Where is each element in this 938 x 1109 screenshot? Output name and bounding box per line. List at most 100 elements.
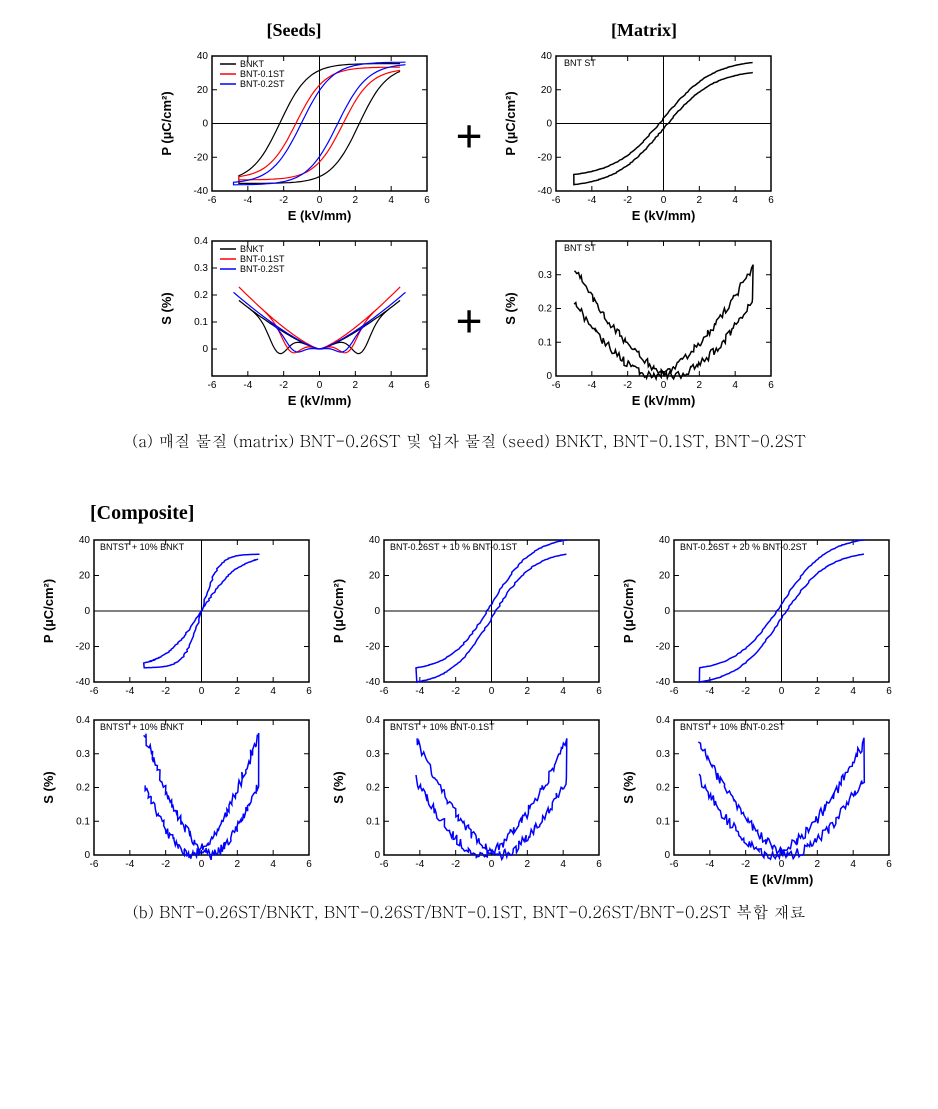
svg-text:BNKT: BNKT (240, 244, 265, 254)
svg-text:0.2: 0.2 (538, 304, 552, 315)
svg-text:-6: -6 (670, 686, 679, 697)
svg-text:0.3: 0.3 (538, 270, 552, 281)
svg-text:E (kV/mm): E (kV/mm) (750, 872, 814, 887)
svg-text:-2: -2 (161, 859, 170, 870)
svg-text:E (kV/mm): E (kV/mm) (631, 393, 695, 408)
svg-text:6: 6 (425, 380, 431, 391)
composite-pe-row: -6-4-20246-40-2002040P (µC/cm²)BNTST + 1… (20, 530, 918, 710)
svg-text:0.4: 0.4 (366, 715, 380, 726)
svg-text:0: 0 (317, 380, 323, 391)
top-se-row: -6-4-2024600.10.20.30.4E (kV/mm)S (%)BNK… (20, 231, 918, 411)
svg-text:P (µC/cm²): P (µC/cm²) (331, 579, 346, 643)
svg-text:2: 2 (696, 195, 702, 206)
svg-text:0: 0 (546, 371, 552, 382)
svg-text:2: 2 (525, 859, 531, 870)
svg-text:-6: -6 (551, 195, 560, 206)
svg-text:0.2: 0.2 (366, 783, 380, 794)
svg-text:BNT ST: BNT ST (564, 58, 596, 68)
svg-text:-2: -2 (741, 859, 750, 870)
svg-text:S (%): S (%) (503, 292, 518, 325)
svg-text:-2: -2 (741, 686, 750, 697)
svg-text:0: 0 (203, 344, 209, 355)
svg-text:-40: -40 (194, 186, 209, 197)
seeds-title: [Seeds] (154, 20, 434, 41)
svg-text:6: 6 (425, 195, 431, 206)
svg-text:0: 0 (660, 380, 666, 391)
svg-text:0: 0 (664, 850, 670, 861)
svg-text:6: 6 (596, 686, 602, 697)
comp-pe-3: -6-4-20246-40-2002040P (µC/cm²)BNT-0.26S… (619, 530, 899, 710)
comp-se-2: -6-4-2024600.10.20.30.4S (%)BNTST + 10% … (329, 710, 609, 890)
caption-a: (a) 매질 물질 (matrix) BNT-0.26ST 및 입자 물질 (s… (20, 429, 918, 452)
svg-text:6: 6 (768, 380, 774, 391)
svg-text:-4: -4 (415, 859, 424, 870)
svg-text:BNT-0.1ST: BNT-0.1ST (240, 254, 285, 264)
svg-text:S (%): S (%) (41, 771, 56, 804)
svg-text:4: 4 (389, 195, 395, 206)
svg-text:4: 4 (732, 195, 738, 206)
plus-icon: + (447, 109, 490, 164)
svg-text:2: 2 (525, 686, 531, 697)
svg-text:-40: -40 (366, 677, 381, 688)
matrix-se-chart: -6-4-2024600.10.20.3E (kV/mm)S (%)BNT ST (501, 231, 781, 411)
svg-text:-4: -4 (125, 686, 134, 697)
svg-text:-6: -6 (551, 380, 560, 391)
svg-text:0: 0 (664, 606, 670, 617)
svg-text:0: 0 (317, 195, 323, 206)
svg-text:P (µC/cm²): P (µC/cm²) (503, 91, 518, 155)
svg-text:0: 0 (779, 686, 785, 697)
svg-text:BNT-0.26ST + 20 % BNT-0.2ST: BNT-0.26ST + 20 % BNT-0.2ST (680, 542, 808, 552)
svg-text:0.3: 0.3 (366, 749, 380, 760)
svg-text:0: 0 (374, 606, 380, 617)
svg-text:0: 0 (84, 606, 90, 617)
svg-text:-20: -20 (194, 152, 209, 163)
svg-text:0.4: 0.4 (76, 715, 90, 726)
comp-pe-1: -6-4-20246-40-2002040P (µC/cm²)BNTST + 1… (39, 530, 319, 710)
svg-text:E (kV/mm): E (kV/mm) (288, 393, 352, 408)
svg-text:0.3: 0.3 (76, 749, 90, 760)
svg-text:-4: -4 (125, 859, 134, 870)
svg-text:-20: -20 (537, 152, 552, 163)
svg-text:-6: -6 (208, 195, 217, 206)
svg-text:0.1: 0.1 (538, 337, 552, 348)
svg-text:-2: -2 (161, 686, 170, 697)
svg-text:6: 6 (596, 859, 602, 870)
svg-text:BNT-0.26ST + 10 % BNT-0.1ST: BNT-0.26ST + 10 % BNT-0.1ST (390, 542, 518, 552)
svg-text:-20: -20 (366, 642, 381, 653)
svg-text:S (%): S (%) (159, 292, 174, 325)
svg-text:P (µC/cm²): P (µC/cm²) (159, 91, 174, 155)
svg-text:BNTST + 10% BNKT: BNTST + 10% BNKT (100, 542, 185, 552)
svg-text:BNTST + 10% BNKT: BNTST + 10% BNKT (100, 722, 185, 732)
svg-text:4: 4 (389, 380, 395, 391)
svg-text:-6: -6 (380, 686, 389, 697)
svg-text:-40: -40 (656, 677, 671, 688)
svg-text:-20: -20 (76, 642, 91, 653)
svg-text:6: 6 (306, 859, 312, 870)
svg-text:BNKT: BNKT (240, 59, 265, 69)
svg-text:40: 40 (659, 535, 671, 546)
plus-icon: + (447, 294, 490, 349)
svg-text:-4: -4 (244, 380, 253, 391)
svg-text:BNT ST: BNT ST (564, 243, 596, 253)
svg-text:6: 6 (886, 859, 892, 870)
svg-text:S (%): S (%) (331, 771, 346, 804)
svg-text:2: 2 (353, 195, 359, 206)
svg-text:-4: -4 (587, 195, 596, 206)
svg-text:0.4: 0.4 (194, 236, 208, 247)
svg-text:4: 4 (560, 859, 566, 870)
matrix-title: [Matrix] (504, 20, 784, 41)
svg-text:0.1: 0.1 (656, 816, 670, 827)
svg-text:E (kV/mm): E (kV/mm) (288, 208, 352, 223)
svg-text:20: 20 (541, 85, 553, 96)
svg-text:2: 2 (235, 686, 241, 697)
svg-text:-2: -2 (451, 686, 460, 697)
svg-text:40: 40 (369, 535, 381, 546)
svg-text:-4: -4 (244, 195, 253, 206)
svg-text:-6: -6 (208, 380, 217, 391)
svg-text:0: 0 (203, 119, 209, 130)
svg-text:4: 4 (850, 859, 856, 870)
svg-text:20: 20 (79, 571, 91, 582)
svg-text:0: 0 (489, 686, 495, 697)
seeds-se-chart: -6-4-2024600.10.20.30.4E (kV/mm)S (%)BNK… (157, 231, 437, 411)
svg-text:20: 20 (369, 571, 381, 582)
